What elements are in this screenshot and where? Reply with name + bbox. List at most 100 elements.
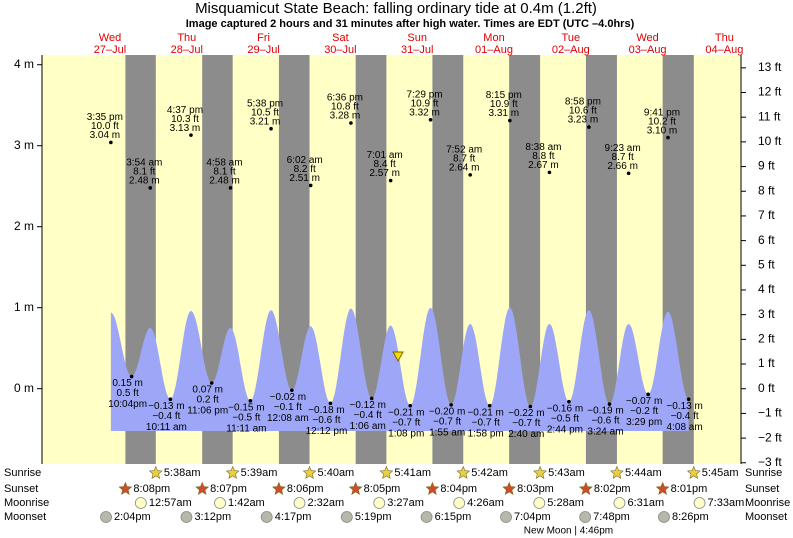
moonset-time: 4:17pm xyxy=(275,511,312,523)
y2-tick-label: 1 ft xyxy=(758,356,775,370)
moonrise-icon xyxy=(613,497,626,509)
high-m: 3.23 m xyxy=(568,115,599,126)
low-ft: −0.5 ft xyxy=(232,412,260,423)
sunset-icon xyxy=(425,481,440,495)
high-m: 2.48 m xyxy=(209,175,240,186)
moonrise-icon xyxy=(214,497,226,509)
day-date: 28–Jul xyxy=(171,44,203,56)
high-time: 8:58 pm xyxy=(565,97,601,108)
low-dot xyxy=(290,388,294,393)
moonrise-icon xyxy=(533,497,546,509)
moonset-icon xyxy=(180,511,193,523)
y2-tick-label: 3 ft xyxy=(758,307,775,321)
day-name: Mon xyxy=(483,32,504,44)
low-m: −0.07 m xyxy=(626,396,662,407)
high-m: 2.51 m xyxy=(289,173,320,184)
tide-area xyxy=(110,307,689,431)
low-time: 1:08 pm xyxy=(388,428,424,439)
low-time: 10:04pm xyxy=(108,399,147,410)
low-time: 1:58 pm xyxy=(468,428,504,439)
high-ft: 8.1 ft xyxy=(213,166,235,177)
moonrise-icon xyxy=(453,497,466,509)
moonrise-icon xyxy=(693,497,706,509)
high-dot xyxy=(388,178,393,183)
high-ft: 8.8 ft xyxy=(532,151,554,162)
high-ft: 10.2 ft xyxy=(648,116,676,127)
moonset-time: 7:04pm xyxy=(514,511,551,523)
day-date: 29–Jul xyxy=(247,44,279,56)
row-label: Moonset xyxy=(4,511,46,523)
y2-tick-label: −2 ft xyxy=(758,430,782,444)
sunrise-icon xyxy=(379,465,394,479)
low-ft: −0.1 ft xyxy=(274,402,302,413)
low-dot xyxy=(168,397,173,402)
low-time: 11:06 pm xyxy=(187,406,228,417)
high-m: 3.04 m xyxy=(90,130,121,141)
high-m: 3.31 m xyxy=(489,108,520,119)
sunset-icon xyxy=(118,481,133,495)
low-m: −0.16 m xyxy=(547,403,583,414)
low-dot xyxy=(129,374,134,379)
high-ft: 10.6 ft xyxy=(569,106,597,117)
high-time: 9:23 am xyxy=(605,143,641,154)
moon-phase: New Moon | 4:46pm xyxy=(524,526,613,537)
row-label: Sunrise xyxy=(4,467,41,479)
day-name: Sat xyxy=(332,32,349,44)
high-m: 2.67 m xyxy=(528,160,559,171)
low-ft: −0.6 ft xyxy=(312,415,340,426)
sunrise-time: 5:41am xyxy=(394,467,431,479)
high-time: 8:15 pm xyxy=(486,90,522,101)
y-tick-label: 1 m xyxy=(14,300,34,314)
y2-tick-label: 8 ft xyxy=(758,183,775,197)
y2-tick-label: −3 ft xyxy=(758,455,782,469)
low-m: −0.21 m xyxy=(388,407,424,418)
row-label: Moonset xyxy=(745,511,787,523)
sunrise-icon xyxy=(302,465,317,479)
high-ft: 8.7 ft xyxy=(453,154,475,165)
row-label: Sunrise xyxy=(745,467,782,479)
high-m: 3.21 m xyxy=(250,116,281,127)
low-ft: −0.7 ft xyxy=(433,417,461,428)
sunset-time: 8:05pm xyxy=(364,483,401,495)
day-date: 02–Aug xyxy=(552,44,590,56)
sunset-icon xyxy=(655,481,670,495)
low-ft: −0.7 ft xyxy=(472,417,500,428)
moonrise-time: 3:27am xyxy=(387,497,424,509)
high-m: 2.64 m xyxy=(449,163,480,174)
low-ft: −0.7 ft xyxy=(392,417,420,428)
high-ft: 10.8 ft xyxy=(331,102,359,113)
moonrise-time: 12:57am xyxy=(149,497,192,509)
y2-tick-label: 13 ft xyxy=(758,60,782,74)
low-dot xyxy=(328,401,333,406)
high-m: 3.28 m xyxy=(330,111,361,122)
moonset-time: 3:12pm xyxy=(194,511,231,523)
low-time: 2:44 pm xyxy=(547,424,583,435)
moonrise-time: 2:32am xyxy=(308,497,345,509)
high-time: 8:38 am xyxy=(525,142,561,153)
moonset-icon xyxy=(100,511,112,523)
high-dot xyxy=(587,125,591,129)
low-dot xyxy=(567,399,571,404)
sunrise-icon xyxy=(225,465,240,479)
high-time: 7:52 am xyxy=(446,145,482,156)
high-dot xyxy=(349,121,353,125)
high-ft: 8.4 ft xyxy=(374,159,396,170)
day-date: 03–Aug xyxy=(629,44,667,56)
high-m: 2.66 m xyxy=(607,161,638,172)
high-dot xyxy=(228,186,233,190)
day-name: Wed xyxy=(636,32,658,44)
low-time: 10:11 am xyxy=(146,422,187,433)
low-ft: −0.4 ft xyxy=(671,411,699,422)
row-label: Moonrise xyxy=(4,497,49,509)
low-m: −0.22 m xyxy=(508,408,544,419)
sunset-time: 8:01pm xyxy=(671,483,708,495)
moonrise-time: 4:26am xyxy=(467,497,504,509)
moonset-time: 6:15pm xyxy=(435,511,472,523)
low-dot xyxy=(686,397,691,402)
high-m: 2.48 m xyxy=(129,175,160,186)
low-m: 0.15 m xyxy=(112,378,143,389)
low-ft: −0.7 ft xyxy=(512,418,540,429)
low-time: 12:12 pm xyxy=(306,426,348,437)
y2-tick-label: 6 ft xyxy=(758,233,775,247)
low-dot xyxy=(487,403,492,408)
